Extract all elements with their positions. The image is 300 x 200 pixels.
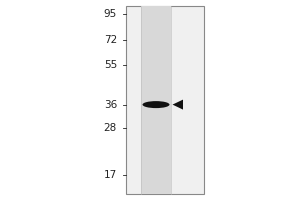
Polygon shape <box>172 100 183 110</box>
Text: 28: 28 <box>104 123 117 133</box>
Text: 55: 55 <box>104 60 117 70</box>
Bar <box>126 6 204 194</box>
Text: 95: 95 <box>104 9 117 19</box>
Bar <box>141 6 171 194</box>
Text: 17: 17 <box>104 170 117 180</box>
Text: 36: 36 <box>104 100 117 110</box>
Ellipse shape <box>142 101 170 108</box>
Text: 72: 72 <box>104 35 117 45</box>
